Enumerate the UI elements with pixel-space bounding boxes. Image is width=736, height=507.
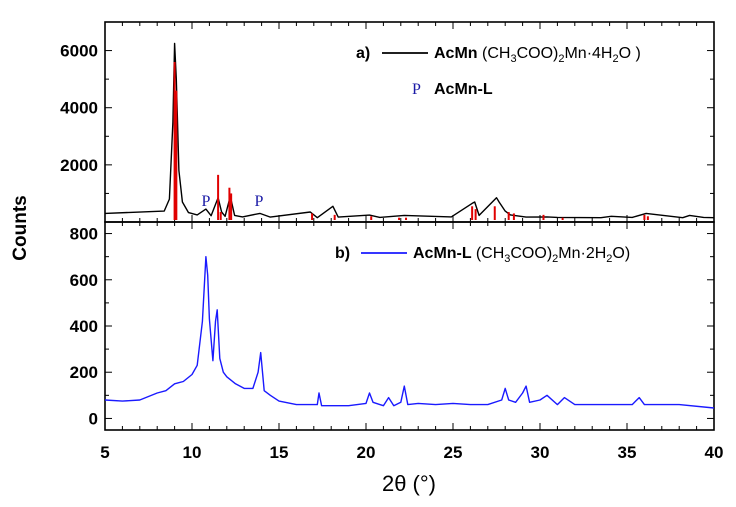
x-tick-label: 10 [183,443,202,462]
y-tick-label: 200 [70,363,98,382]
formula-text: Mn·4H [564,45,612,62]
formula-subscript: 2 [606,253,612,265]
panel-label: b) [335,245,350,262]
formula-text: O ) [619,45,641,62]
legend-entry-AcMn: AcMn (CH3COO)2Mn·4H2O ) [434,45,641,65]
series-line-AcMn-L [104,256,715,409]
panel-label: a) [356,45,370,62]
y-tick-label: 400 [70,317,98,336]
legends: a) AcMn (CH3COO)2Mn·4H2O )P AcMn-Lb) AcMn-L… [335,45,641,265]
legend-entry-AcMn-L: AcMn-L [434,81,493,98]
series-layer [104,42,715,409]
formula-text: COO) [510,245,552,262]
x-tick-label: 5 [100,443,109,462]
plot-frames [104,21,715,431]
formula-subscript: 2 [558,53,564,65]
legend-marker-symbol: P [412,81,421,98]
y-tick-label: 2000 [60,156,98,175]
formula-subscript: 3 [510,53,516,65]
legend-name: AcMn [434,45,482,62]
x-tick-label: 25 [444,443,463,462]
tick-labels: 2000 4000 6000 P P 0 200 400 600 800 5 10 15 20 25 30 35… [60,42,723,462]
x-tick-label: 40 [705,443,724,462]
series-line-AcMn [104,42,715,219]
y-axis-title: Counts [10,195,31,260]
formula-subscript: 2 [612,53,618,65]
legend-name: AcMn-L [413,245,476,262]
axis-ticks [104,21,715,430]
x-tick-label: 30 [531,443,550,462]
formula-text: (CH [482,45,510,62]
peak-marker-p: P [255,193,264,210]
y-tick-label: 800 [70,225,98,244]
y-tick-label: 6000 [60,42,98,61]
x-tick-label: 35 [618,443,637,462]
legend-entry-AcMn-L: AcMn-L (CH3COO)2Mn·2H2O) [413,245,630,265]
formula-subscript: 3 [504,253,510,265]
peak-marker-p: P [201,193,210,210]
formula-text: COO) [517,45,559,62]
x-tick-label: 20 [357,443,376,462]
formula-subscript: 2 [552,253,558,265]
formula-text: O) [612,245,630,262]
formula-text: (CH [476,245,504,262]
formula-text: Mn·2H [558,245,606,262]
x-axis-title: 2θ (°) [382,471,436,496]
y-tick-label: 0 [89,409,98,428]
y-tick-label: 4000 [60,99,98,118]
x-tick-label: 15 [270,443,289,462]
y-tick-label: 600 [70,271,98,290]
